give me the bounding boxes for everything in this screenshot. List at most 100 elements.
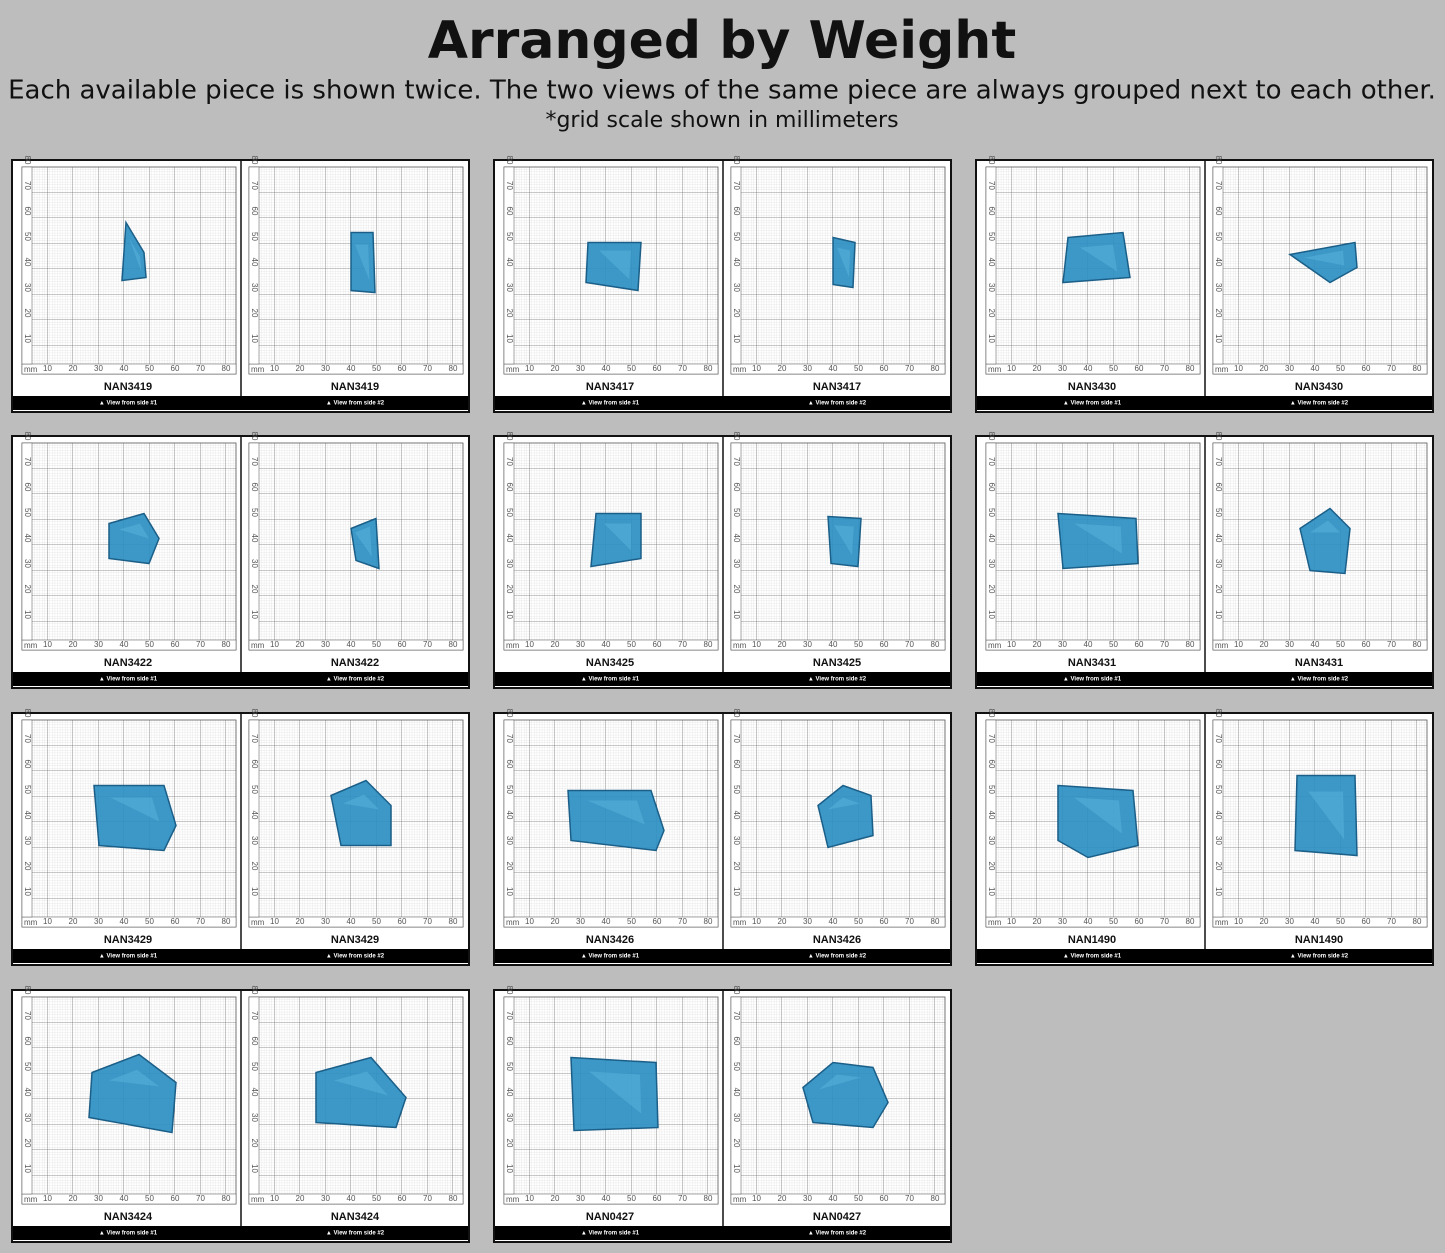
x-axis-strip bbox=[21, 916, 237, 928]
grid: mm 10 10 20 20 30 30 40 40 50 50 60 60 70 70 80 80 bbox=[1212, 156, 1428, 375]
x-tick-label: 60 bbox=[398, 640, 407, 649]
grid-unit: mm bbox=[733, 365, 747, 374]
y-tick-label: 50 bbox=[505, 1062, 514, 1071]
x-tick-label: 80 bbox=[1186, 364, 1195, 373]
x-tick-label: 70 bbox=[423, 364, 432, 373]
y-tick-label: 20 bbox=[23, 1139, 32, 1148]
view-bar bbox=[977, 396, 1205, 410]
x-axis-strip bbox=[503, 1193, 719, 1205]
view-bar bbox=[722, 672, 950, 686]
grid-unit: mm bbox=[506, 641, 520, 650]
y-tick-label: 40 bbox=[23, 811, 32, 820]
y-axis-strip bbox=[503, 442, 515, 641]
x-tick-label: 50 bbox=[854, 1194, 863, 1203]
view-bar bbox=[722, 949, 950, 963]
x-tick-label: 50 bbox=[1109, 364, 1118, 373]
x-tick-label: 70 bbox=[196, 364, 205, 373]
y-tick-label: 10 bbox=[732, 334, 741, 343]
y-tick-label: 30 bbox=[23, 836, 32, 845]
piece-id: NAN0427 bbox=[586, 1211, 634, 1223]
x-tick-label: 60 bbox=[880, 640, 889, 649]
x-tick-label: 80 bbox=[449, 364, 458, 373]
x-tick-label: 80 bbox=[1186, 917, 1195, 926]
gemstone bbox=[1057, 512, 1139, 570]
y-tick-label: 10 bbox=[987, 334, 996, 343]
y-tick-label: 60 bbox=[250, 207, 259, 216]
gemstone bbox=[802, 1061, 889, 1129]
y-tick-label: 60 bbox=[23, 483, 32, 492]
y-tick-label: 70 bbox=[505, 181, 514, 190]
y-tick-label: 30 bbox=[250, 1113, 259, 1122]
grid-unit: mm bbox=[733, 1195, 747, 1204]
view-bar bbox=[13, 949, 241, 963]
x-tick-label: 10 bbox=[752, 640, 761, 649]
gemstone-facet bbox=[334, 1071, 388, 1096]
y-tick-label: 80 bbox=[505, 986, 514, 995]
y-tick-label: 10 bbox=[505, 334, 514, 343]
gemstone-facet bbox=[108, 1069, 160, 1087]
view-label: ▲ View from side #1 bbox=[1063, 677, 1122, 683]
x-tick-label: 70 bbox=[1387, 917, 1396, 926]
y-tick-label: 80 bbox=[505, 432, 514, 441]
grid: mm 10 10 20 20 30 30 40 40 50 50 60 60 70 70 80 80 bbox=[248, 432, 464, 651]
y-tick-label: 80 bbox=[250, 432, 259, 441]
y-tick-label: 60 bbox=[505, 483, 514, 492]
y-tick-label: 60 bbox=[23, 207, 32, 216]
y-tick-label: 40 bbox=[250, 811, 259, 820]
grid: mm 10 10 20 20 30 30 40 40 50 50 60 60 70 70 80 80 bbox=[21, 709, 237, 928]
x-tick-label: 10 bbox=[525, 1194, 534, 1203]
x-tick-label: 70 bbox=[1387, 364, 1396, 373]
x-tick-label: 70 bbox=[905, 364, 914, 373]
x-tick-label: 10 bbox=[1234, 917, 1243, 926]
y-axis-strip bbox=[985, 719, 997, 918]
y-tick-label: 80 bbox=[505, 156, 514, 165]
x-tick-label: 80 bbox=[1186, 640, 1195, 649]
y-tick-label: 70 bbox=[505, 457, 514, 466]
y-tick-label: 60 bbox=[250, 483, 259, 492]
y-tick-label: 40 bbox=[23, 258, 32, 267]
x-tick-label: 70 bbox=[905, 917, 914, 926]
x-tick-label: 20 bbox=[1033, 917, 1042, 926]
x-tick-label: 60 bbox=[1362, 364, 1371, 373]
x-tick-label: 40 bbox=[829, 1194, 838, 1203]
view-label: ▲ View from side #1 bbox=[1063, 954, 1122, 960]
x-tick-label: 70 bbox=[423, 1194, 432, 1203]
y-axis-strip bbox=[248, 996, 260, 1195]
x-tick-label: 60 bbox=[653, 640, 662, 649]
y-tick-label: 80 bbox=[732, 709, 741, 718]
view-bar bbox=[495, 396, 723, 410]
y-axis-strip bbox=[21, 442, 33, 641]
y-tick-label: 10 bbox=[250, 1164, 259, 1173]
x-tick-label: 30 bbox=[576, 364, 585, 373]
view-bar bbox=[13, 1226, 241, 1240]
x-tick-label: 60 bbox=[171, 364, 180, 373]
x-tick-label: 20 bbox=[1260, 917, 1269, 926]
y-tick-label: 20 bbox=[250, 862, 259, 871]
view-bar bbox=[1204, 396, 1432, 410]
x-tick-label: 40 bbox=[347, 1194, 356, 1203]
grid-unit: mm bbox=[24, 641, 38, 650]
x-tick-label: 40 bbox=[120, 917, 129, 926]
piece-id: NAN3422 bbox=[104, 657, 152, 669]
x-tick-label: 70 bbox=[678, 640, 687, 649]
y-tick-label: 20 bbox=[1214, 862, 1223, 871]
y-tick-label: 50 bbox=[732, 232, 741, 241]
y-tick-label: 80 bbox=[732, 986, 741, 995]
y-axis-strip bbox=[730, 166, 742, 365]
y-tick-label: 10 bbox=[732, 1164, 741, 1173]
y-tick-label: 60 bbox=[987, 760, 996, 769]
x-tick-label: 10 bbox=[752, 364, 761, 373]
y-axis-strip bbox=[1212, 166, 1224, 365]
x-tick-label: 20 bbox=[69, 364, 78, 373]
x-tick-label: 30 bbox=[1058, 917, 1067, 926]
x-axis-strip bbox=[730, 916, 946, 928]
x-tick-label: 20 bbox=[778, 640, 787, 649]
x-tick-label: 30 bbox=[94, 917, 103, 926]
x-tick-label: 40 bbox=[1311, 364, 1320, 373]
grid-unit: mm bbox=[988, 641, 1002, 650]
gemstone bbox=[567, 789, 665, 852]
y-tick-label: 30 bbox=[732, 559, 741, 568]
grid-unit: mm bbox=[251, 918, 265, 927]
view-bar bbox=[722, 1226, 950, 1240]
y-tick-label: 10 bbox=[23, 610, 32, 619]
